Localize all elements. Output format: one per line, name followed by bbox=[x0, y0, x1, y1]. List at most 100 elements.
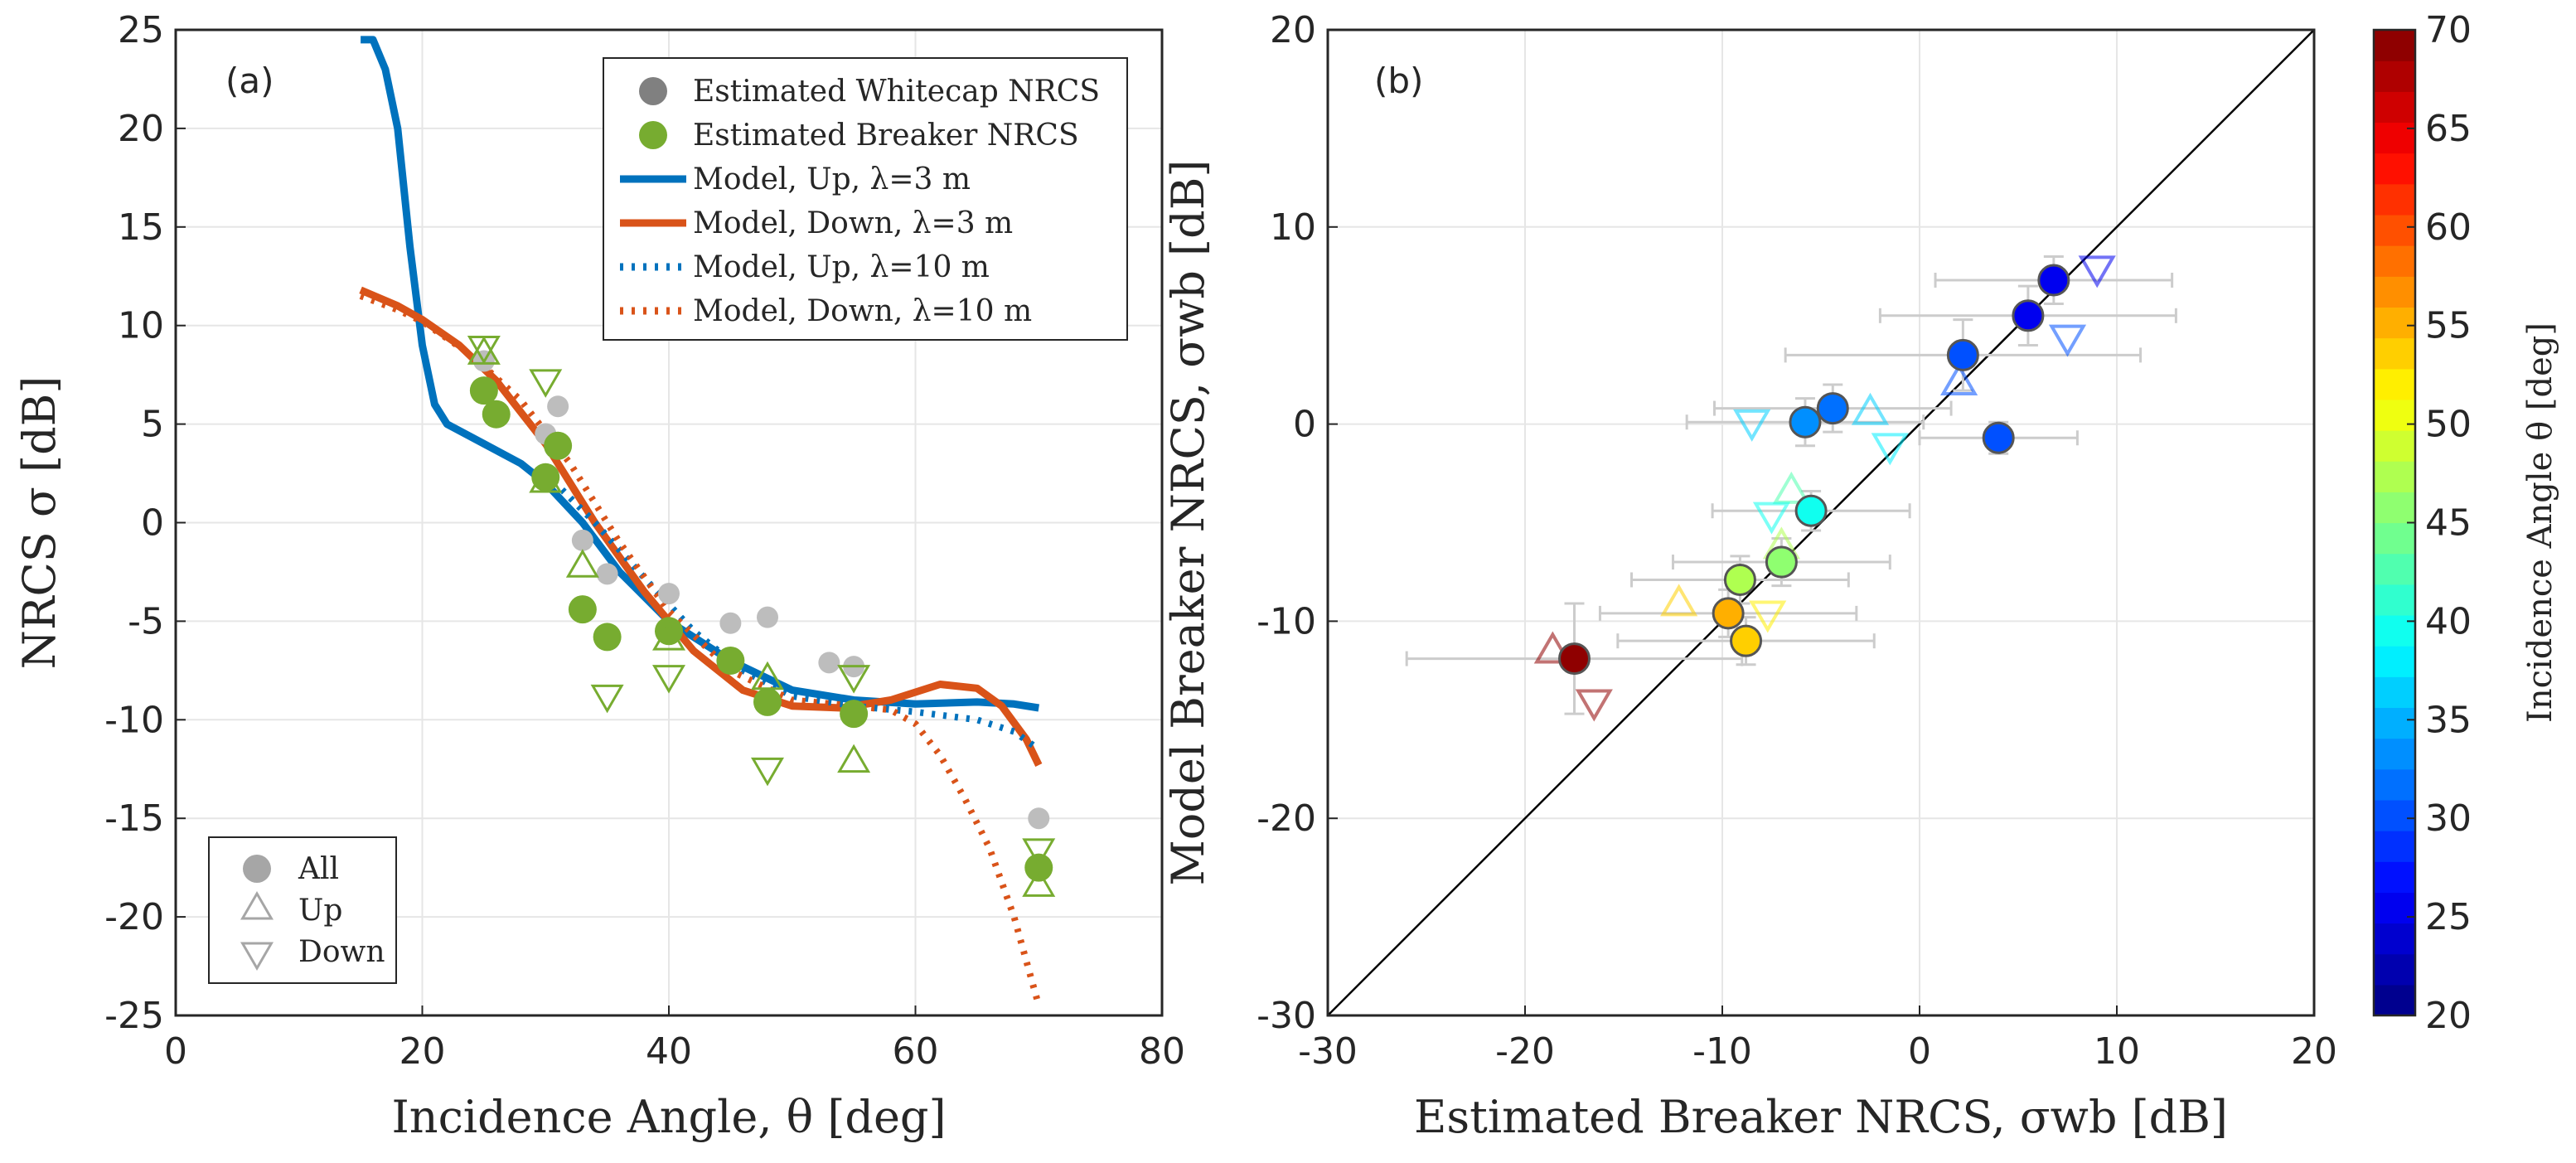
legend-label: Down bbox=[298, 935, 385, 969]
data-point bbox=[593, 623, 622, 652]
legend-marker bbox=[240, 942, 274, 971]
legend-top-box bbox=[603, 57, 1128, 341]
colorbar-block bbox=[2374, 892, 2415, 924]
colorbar-block bbox=[2374, 676, 2415, 709]
data-point bbox=[1794, 494, 1828, 527]
legend-label: Model, Up, λ=3 m bbox=[693, 162, 971, 196]
data-point bbox=[1816, 392, 1849, 425]
legend-marker bbox=[639, 121, 667, 149]
panel-b-x-ticks: -30 -20 -10 0 10 20 bbox=[1298, 1006, 2337, 1073]
colorbar-tick-label: 60 bbox=[2425, 206, 2472, 249]
colorbar-block bbox=[2374, 614, 2415, 647]
panel-a-y-ticks: 25 20 15 10 5 0 -5 -10 -15 -20 -25 bbox=[104, 9, 186, 1037]
colorbar-block bbox=[2374, 953, 2415, 986]
colorbar-block bbox=[2374, 245, 2415, 277]
legend-bottom-box bbox=[208, 836, 397, 984]
data-point bbox=[571, 529, 593, 551]
colorbar-block bbox=[2374, 214, 2415, 246]
legend-label: Estimated Whitecap NRCS bbox=[693, 75, 1100, 109]
colorbar-tick-label: 70 bbox=[2425, 9, 2472, 51]
panel-a-legend-bottom: All Up Down bbox=[208, 836, 397, 984]
y-tick-label: -20 bbox=[104, 896, 164, 938]
panel-a: 0 20 40 60 80 25 20 15 10 5 0 -5 -10 -15 -20 -25 (a) I… bbox=[13, 9, 1185, 1143]
data-point bbox=[1946, 338, 1979, 371]
colorbar-block bbox=[2374, 399, 2415, 431]
data-point bbox=[531, 463, 560, 492]
colorbar-block bbox=[2374, 522, 2415, 555]
legend-label: Estimated Breaker NRCS bbox=[693, 119, 1079, 153]
x-tick-label: 0 bbox=[1908, 1030, 1931, 1073]
colorbar-tick-label: 65 bbox=[2425, 108, 2472, 150]
y-tick-label: 15 bbox=[118, 206, 164, 249]
data-point-down bbox=[467, 335, 501, 365]
colorbar-block bbox=[2374, 91, 2415, 124]
x-tick-label: 80 bbox=[1139, 1030, 1185, 1073]
colorbar-blocks bbox=[2374, 30, 2415, 1016]
data-point-down bbox=[1022, 838, 1056, 867]
data-point-down bbox=[837, 665, 871, 694]
colorbar-block bbox=[2374, 831, 2415, 862]
legend-marker bbox=[240, 891, 274, 920]
series-line-model-down-10-m bbox=[359, 293, 1043, 1007]
data-point-down bbox=[1749, 600, 1787, 633]
legend-label: Model, Down, λ=3 m bbox=[693, 206, 1013, 240]
legend-label: Up bbox=[298, 894, 342, 928]
data-point bbox=[1730, 624, 1763, 657]
y-tick-label: 0 bbox=[1293, 404, 1316, 446]
colorbar-block bbox=[2374, 61, 2415, 92]
data-point-up bbox=[837, 744, 871, 773]
data-point bbox=[1024, 853, 1053, 882]
data-point-down bbox=[750, 757, 785, 787]
colorbar-block bbox=[2374, 337, 2415, 370]
data-point-down bbox=[1575, 689, 1613, 722]
data-point-up bbox=[651, 622, 686, 651]
data-point bbox=[753, 687, 782, 716]
colorbar-block bbox=[2374, 307, 2415, 339]
y-tick-label: -30 bbox=[1257, 995, 1316, 1037]
data-point bbox=[547, 395, 569, 418]
data-point bbox=[719, 612, 742, 634]
colorbar-block bbox=[2374, 984, 2415, 1016]
data-point-up bbox=[565, 549, 599, 578]
panel-b-points bbox=[1533, 255, 2116, 722]
y-tick-label: 10 bbox=[1270, 206, 1316, 249]
data-point bbox=[2037, 264, 2070, 297]
data-point bbox=[658, 583, 680, 605]
colorbar-tick-label: 40 bbox=[2425, 600, 2472, 642]
data-point-up bbox=[1851, 392, 1890, 425]
data-point-up bbox=[750, 661, 785, 691]
data-point bbox=[568, 595, 597, 624]
data-point bbox=[716, 646, 745, 675]
colorbar-block bbox=[2374, 861, 2415, 893]
y-tick-label: -15 bbox=[104, 797, 164, 840]
legend-label: Model, Down, λ=10 m bbox=[693, 294, 1032, 328]
x-tick-label: 20 bbox=[2291, 1030, 2337, 1073]
colorbar-tick-label: 30 bbox=[2425, 797, 2472, 840]
colorbar-block bbox=[2374, 923, 2415, 955]
data-point-down bbox=[2078, 255, 2116, 288]
data-point bbox=[544, 431, 573, 460]
colorbar-tick-label: 35 bbox=[2425, 699, 2472, 741]
colorbar-block bbox=[2374, 553, 2415, 585]
panel-b-tag: (b) bbox=[1374, 61, 1423, 101]
y-tick-label: 10 bbox=[118, 305, 164, 347]
colorbar-block bbox=[2374, 30, 2415, 61]
colorbar-block bbox=[2374, 799, 2415, 831]
legend-marker bbox=[639, 77, 667, 105]
panel-b: -30 -20 -10 0 10 20 20 10 0 -10 -20 -30 (b) Estima… bbox=[1162, 9, 2337, 1143]
colorbar-block bbox=[2374, 707, 2415, 739]
data-point-down bbox=[2048, 324, 2087, 357]
colorbar-block bbox=[2374, 122, 2415, 154]
y-tick-label: -25 bbox=[104, 995, 164, 1037]
panel-a-y-label: NRCS σ [dB] bbox=[13, 376, 65, 670]
data-point-down bbox=[1752, 502, 1791, 535]
data-point-down bbox=[651, 665, 686, 694]
data-point bbox=[818, 652, 840, 674]
colorbar-tick-label: 50 bbox=[2425, 404, 2472, 446]
x-tick-label: 40 bbox=[646, 1030, 692, 1073]
x-tick-label: -10 bbox=[1692, 1030, 1752, 1073]
data-point bbox=[1982, 421, 2015, 454]
data-point-down bbox=[1871, 433, 1909, 466]
